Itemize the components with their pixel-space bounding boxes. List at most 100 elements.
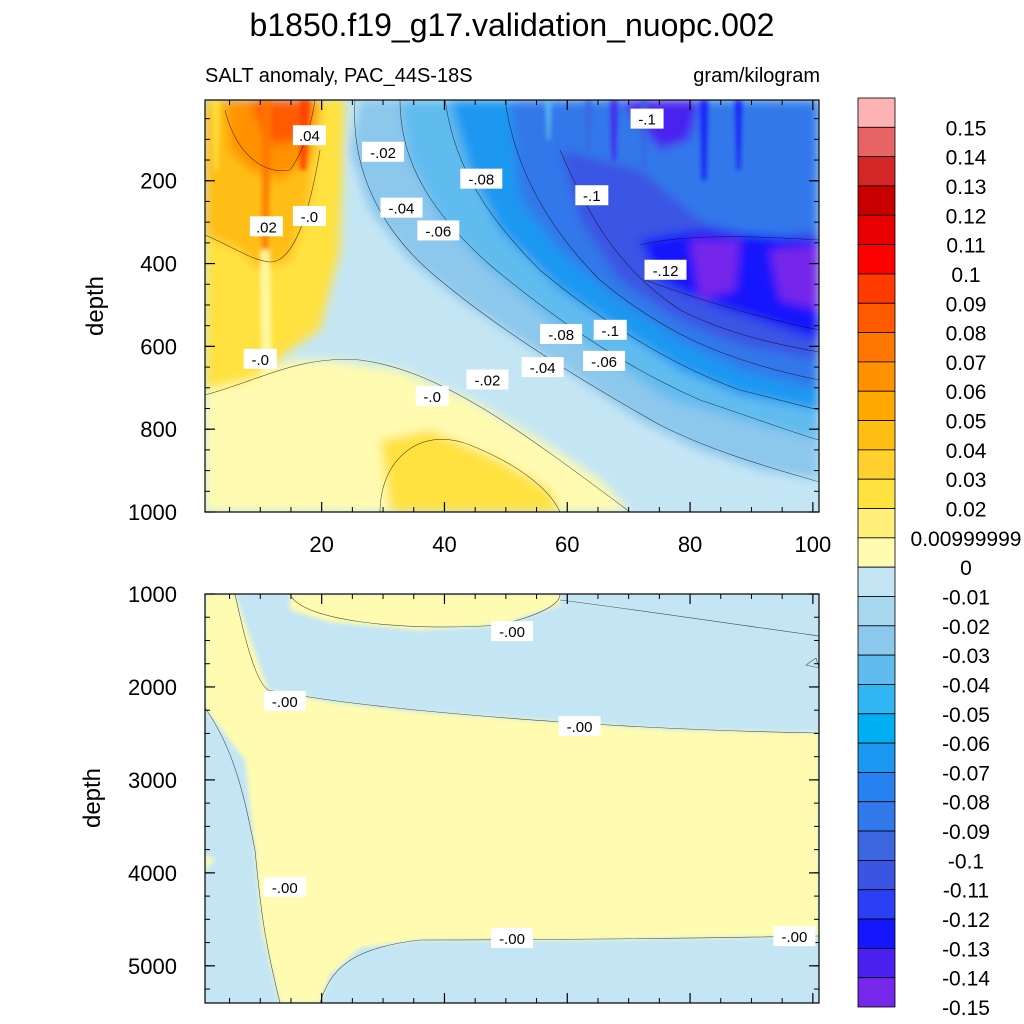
contour-label: -.0 [292, 205, 326, 226]
colorbar-swatch [857, 478, 896, 509]
contour-label: -.08 [540, 323, 583, 344]
colorbar-label: 0.02 [946, 499, 987, 522]
colorbar-label: 0 [960, 557, 972, 580]
x-tick-label: 20 [309, 532, 333, 557]
colorbar-label: 0.14 [946, 147, 987, 170]
contour-label-text: -.00 [499, 931, 525, 948]
colorbar-swatch [857, 332, 896, 363]
colorbar-label: 0.12 [946, 205, 987, 228]
colorbar-label: -0.06 [942, 733, 990, 756]
x-tick-label: 60 [555, 532, 579, 557]
colorbar-label: 0.04 [946, 440, 987, 463]
colorbar-label: 0.03 [946, 469, 987, 492]
figure-title: b1850.f19_g17.validation_nuopc.002 [250, 7, 775, 43]
y-tick-label: 4000 [128, 861, 177, 886]
contour-label: -.1 [593, 319, 627, 340]
colorbar-label: 0.11 [946, 235, 985, 258]
upper-y-axis: 200 400 600 800 1000 [128, 118, 819, 525]
contour-label-text: -.06 [591, 354, 617, 371]
colorbar-swatch [857, 273, 896, 304]
contour-label-text: -.0 [252, 352, 270, 369]
contour-label-text: -.12 [653, 263, 679, 280]
colorbar-label: -0.12 [942, 909, 990, 932]
colorbar-swatch [857, 772, 896, 803]
contour-label: -.08 [460, 168, 503, 189]
y-tick-label: 600 [140, 334, 177, 359]
colorbar: 0.15 0.14 0.13 0.12 0.11 0.1 0.09 0.08 0.07 0.06 0… [857, 97, 1022, 1020]
contour-label: -.06 [417, 220, 460, 241]
colorbar-label: -0.02 [942, 616, 990, 639]
contour-label-text: -.06 [425, 223, 451, 240]
colorbar-swatch [857, 977, 896, 1008]
colorbar-swatch [857, 566, 896, 597]
contour-label-text: -.00 [272, 694, 298, 711]
contour-label: -.00 [491, 927, 533, 948]
contour-label: -.06 [583, 350, 626, 371]
colorbar-label: -0.15 [942, 997, 990, 1020]
contour-label: -.02 [466, 369, 509, 390]
contour-label-text: -.1 [601, 323, 619, 340]
colorbar-label: 0.08 [946, 323, 987, 346]
colorbar-swatch [857, 214, 896, 246]
colorbar-swatch [857, 97, 896, 128]
contour-label: -.00 [263, 690, 306, 711]
contour-label-text: -.04 [530, 360, 556, 377]
contour-label: -.00 [491, 621, 533, 642]
upper-contour-labels: .04-.02-.1-.08-.1.02-.0 -.04-.06-.12-.08-… [243, 108, 687, 407]
colorbar-swatch [857, 537, 896, 568]
upper-x-axis: 20 40 60 80 100 [229, 100, 832, 557]
plot-subtitle: SALT anomaly, PAC_44S-18S [205, 65, 473, 87]
colorbar-label: -0.04 [942, 674, 990, 697]
colorbar-swatch [857, 889, 896, 920]
colorbar-label: 0.15 [946, 117, 987, 140]
contour-label: -.0 [415, 386, 449, 407]
colorbar-swatch [857, 302, 896, 333]
x-tick-label: 100 [795, 532, 832, 557]
contour-label: -.00 [263, 876, 306, 897]
y-tick-label: 1000 [128, 500, 177, 525]
contour-label: -.12 [644, 259, 687, 280]
contour-label-text: -.1 [583, 188, 601, 205]
contour-label-text: -.08 [468, 172, 494, 189]
colorbar-label: -0.13 [942, 938, 990, 961]
contour-label: .02 [249, 216, 283, 237]
colorbar-swatch [857, 947, 896, 979]
colorbar-swatch [857, 684, 896, 715]
contour-label: -.00 [558, 715, 601, 736]
contour-label-text: -.02 [370, 145, 396, 162]
colorbar-swatch [857, 625, 896, 656]
x-tick-label: 40 [432, 532, 456, 557]
contour-label: -.0 [243, 348, 277, 369]
y-tick-label: 800 [140, 417, 177, 442]
colorbar-swatch [857, 126, 896, 158]
colorbar-label: 0.07 [946, 352, 987, 375]
colorbar-label: 0.00999999 [911, 528, 1022, 551]
contour-label-text: -.04 [389, 201, 415, 218]
colorbar-label: 0.13 [946, 176, 987, 199]
contour-label-text: -.0 [423, 389, 441, 406]
upper-plot-frame [204, 99, 820, 513]
colorbar-swatch [857, 713, 896, 744]
contour-label-text: -.02 [475, 372, 501, 389]
colorbar-label: 0.1 [951, 264, 980, 287]
y-tick-label: 1000 [128, 582, 177, 607]
contour-label-text: -.00 [567, 719, 593, 736]
y-tick-label: 2000 [128, 675, 177, 700]
colorbar-swatch [857, 390, 896, 421]
colorbar-swatch [857, 244, 896, 275]
colorbar-label: 0.09 [946, 293, 987, 316]
lower-contour-labels: -.00 -.00 -.00 -.00 -.00 -.00 [263, 621, 816, 948]
colorbar-label: 0.05 [946, 411, 987, 434]
colorbar-swatch [857, 449, 896, 480]
colorbar-label: -0.07 [942, 762, 990, 785]
colorbar-swatch [857, 918, 896, 949]
colorbar-swatch [857, 420, 896, 451]
colorbar-label: -0.1 [948, 850, 984, 873]
colorbar-label: -0.09 [942, 821, 990, 844]
contour-label: -.02 [362, 141, 405, 162]
contour-label-text: .02 [256, 219, 277, 236]
colorbar-swatch [857, 654, 896, 685]
contour-label: -.1 [630, 108, 664, 129]
contour-label: -.1 [575, 185, 609, 206]
lower-y-axis: 1000 2000 3000 4000 5000 [128, 582, 819, 990]
